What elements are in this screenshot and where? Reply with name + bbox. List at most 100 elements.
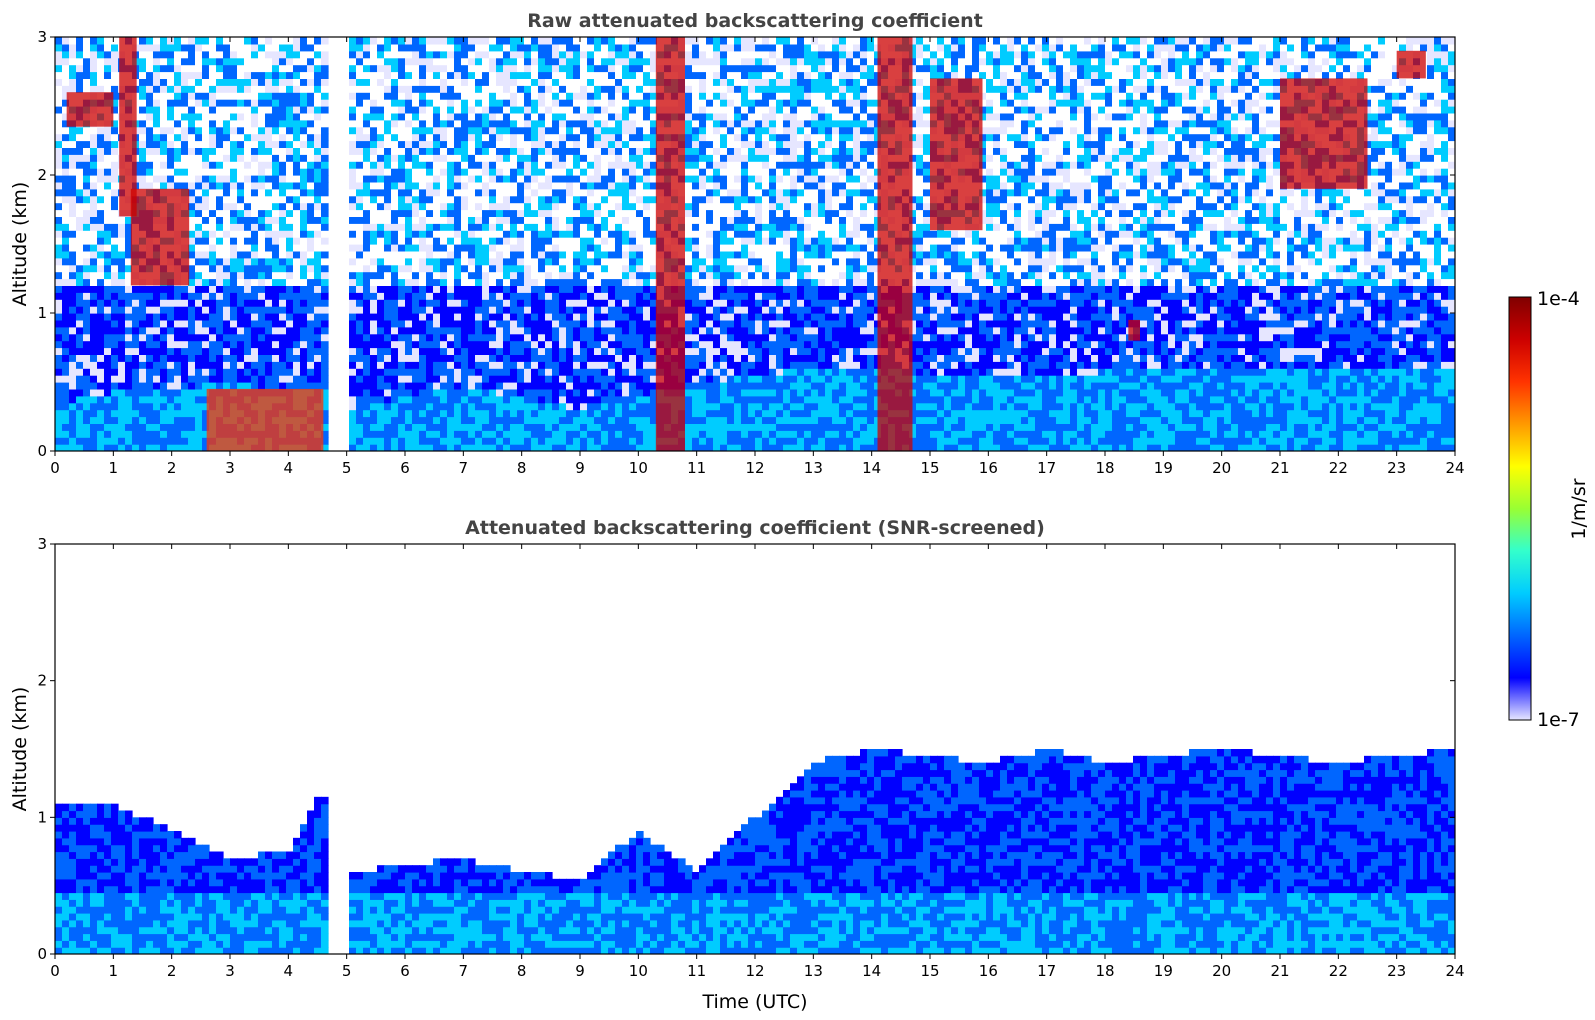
heatmap-cell bbox=[111, 264, 119, 273]
heatmap-cell bbox=[538, 140, 546, 148]
heatmap-cell bbox=[580, 409, 588, 418]
heatmap-cell bbox=[251, 64, 259, 73]
heatmap-cell bbox=[587, 112, 595, 121]
heatmap-cell bbox=[251, 313, 259, 321]
heatmap-cell bbox=[139, 430, 147, 438]
heatmap-cell bbox=[419, 313, 427, 321]
heatmap-cell bbox=[272, 99, 280, 107]
heatmap-cell bbox=[174, 37, 182, 45]
heatmap-cell bbox=[405, 230, 413, 238]
heatmap-cell bbox=[391, 271, 399, 280]
heatmap-cell bbox=[524, 168, 532, 176]
heatmap-cell bbox=[433, 237, 441, 245]
heatmap-cell bbox=[216, 209, 224, 217]
heatmap-cell bbox=[440, 326, 448, 335]
heatmap-cell bbox=[258, 347, 266, 355]
heatmap-cell bbox=[566, 395, 574, 404]
heatmap-cell bbox=[636, 285, 644, 293]
heatmap-cell bbox=[482, 133, 490, 142]
heatmap-cell bbox=[363, 444, 371, 451]
heatmap-cell bbox=[433, 133, 441, 142]
heatmap-cell bbox=[447, 119, 455, 128]
heatmap-cell bbox=[195, 209, 203, 217]
heatmap-cell bbox=[482, 416, 490, 424]
heatmap-cell bbox=[580, 175, 588, 183]
heatmap-cell bbox=[244, 271, 252, 280]
heatmap-cell bbox=[111, 333, 119, 342]
heatmap-cell bbox=[76, 326, 84, 335]
heatmap-cell bbox=[552, 313, 560, 321]
heatmap-cell bbox=[426, 444, 434, 451]
heatmap-cell bbox=[587, 375, 595, 383]
heatmap-cell bbox=[517, 299, 525, 307]
heatmap-cell bbox=[76, 437, 84, 445]
heatmap-cell bbox=[587, 347, 595, 355]
heatmap-cell bbox=[573, 368, 581, 376]
heatmap-cell bbox=[601, 437, 609, 445]
heatmap-cell bbox=[622, 202, 630, 211]
heatmap-cell bbox=[167, 347, 175, 355]
heatmap-cell bbox=[650, 50, 658, 59]
heatmap-cell bbox=[272, 216, 280, 224]
heatmap-cell bbox=[90, 326, 98, 335]
heatmap-cell bbox=[573, 119, 581, 128]
heatmap-cell bbox=[468, 292, 476, 300]
heatmap-cell bbox=[90, 202, 98, 211]
heatmap-cell bbox=[195, 416, 203, 424]
heatmap-cell bbox=[76, 402, 84, 411]
heatmap-cell bbox=[251, 271, 259, 280]
heatmap-cell bbox=[517, 326, 525, 335]
heatmap-cell bbox=[601, 133, 609, 142]
heatmap-cell bbox=[594, 409, 602, 418]
heatmap-cell bbox=[629, 188, 637, 197]
heatmap-cell bbox=[83, 299, 91, 307]
heatmap-cell bbox=[503, 444, 511, 451]
heatmap-cell bbox=[300, 306, 308, 314]
heatmap-cell bbox=[552, 326, 560, 335]
heatmap-cell bbox=[181, 99, 189, 107]
heatmap-cell bbox=[97, 237, 105, 245]
heatmap-cell bbox=[643, 223, 651, 231]
heatmap-cell bbox=[440, 409, 448, 418]
heatmap-cell bbox=[125, 244, 133, 252]
heatmap-cell bbox=[55, 244, 63, 252]
heatmap-cell bbox=[321, 244, 329, 252]
heatmap-cell bbox=[307, 37, 315, 45]
heatmap-cell bbox=[377, 230, 385, 238]
heatmap-cell bbox=[615, 64, 623, 73]
heatmap-cell bbox=[503, 161, 511, 169]
heatmap-cell bbox=[405, 209, 413, 217]
heatmap-cell bbox=[643, 257, 651, 266]
heatmap-cell bbox=[223, 168, 231, 176]
heatmap-cell bbox=[622, 71, 630, 79]
heatmap-cell bbox=[391, 285, 399, 293]
heatmap-cell bbox=[258, 257, 266, 266]
heatmap-cell bbox=[202, 112, 210, 121]
heatmap-cell bbox=[132, 368, 140, 376]
heatmap-cell bbox=[566, 230, 574, 238]
heatmap-cell bbox=[580, 437, 588, 445]
heatmap-cell bbox=[377, 437, 385, 445]
heatmap-cell bbox=[181, 416, 189, 424]
heatmap-cell bbox=[566, 126, 574, 135]
heatmap-cell bbox=[398, 57, 406, 66]
heatmap-cell bbox=[216, 57, 224, 66]
heatmap-cell bbox=[552, 147, 560, 155]
heatmap-cell bbox=[300, 43, 308, 52]
heatmap-cell bbox=[62, 43, 70, 52]
heatmap-cell bbox=[181, 78, 189, 86]
heatmap-cell bbox=[125, 361, 133, 369]
heatmap-cell bbox=[272, 326, 280, 335]
heatmap-cell bbox=[83, 306, 91, 314]
heatmap-cell bbox=[524, 85, 532, 93]
heatmap-cell bbox=[237, 333, 245, 342]
heatmap-cell bbox=[643, 64, 651, 73]
heatmap-cell bbox=[300, 188, 308, 197]
heatmap-cell bbox=[475, 71, 483, 79]
heatmap-cell bbox=[643, 202, 651, 211]
heatmap-cell bbox=[202, 368, 210, 376]
heatmap-cell bbox=[90, 168, 98, 176]
heatmap-cell bbox=[601, 57, 609, 66]
heatmap-cell bbox=[545, 347, 553, 355]
heatmap-cell bbox=[377, 202, 385, 211]
